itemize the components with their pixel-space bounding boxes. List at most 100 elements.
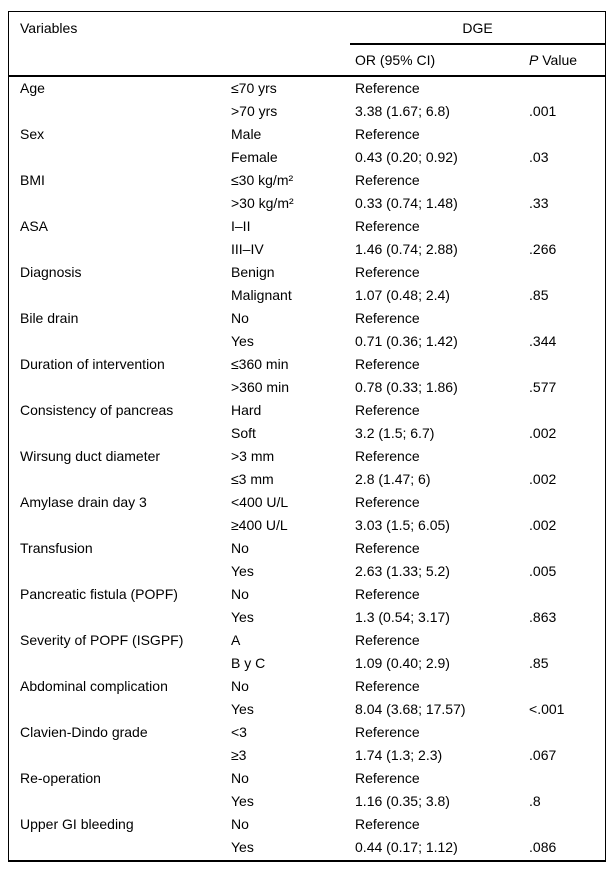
category-cell: Benign <box>231 263 275 280</box>
category-cell: ≥400 U/L <box>231 516 288 533</box>
p-value-cell <box>525 536 605 559</box>
variable-cell: Sex <box>20 125 45 142</box>
p-value-cell: .863 <box>529 608 557 625</box>
table-row: B y C 1.09 (0.40; 2.9) .85 <box>9 651 605 674</box>
category-cell: A <box>231 631 241 648</box>
p-value-cell <box>525 720 605 743</box>
dge-group-header: DGE <box>350 12 606 45</box>
p-value-cell: .002 <box>529 424 557 441</box>
p-value-cell: .577 <box>529 378 557 395</box>
variable-cell: Age <box>20 80 45 96</box>
p-value-cell <box>525 122 605 145</box>
category-cell: <3 <box>231 723 247 740</box>
variable-cell <box>9 605 231 628</box>
table-row: >30 kg/m² 0.33 (0.74; 1.48) .33 <box>9 191 605 214</box>
p-value-cell: .33 <box>529 194 549 211</box>
p-value-cell: .005 <box>529 562 557 579</box>
category-cell: Male <box>231 125 262 142</box>
variable-cell: Clavien-Dindo grade <box>20 723 148 740</box>
or-ci-cell: Reference <box>355 769 420 786</box>
or-ci-cell: Reference <box>355 815 420 832</box>
or-ci-cell: Reference <box>355 309 420 326</box>
or-ci-cell: Reference <box>355 631 420 648</box>
table-row: Female 0.43 (0.20; 0.92) .03 <box>9 145 605 168</box>
variable-cell: Duration of intervention <box>20 355 165 372</box>
or-ci-cell: 1.74 (1.3; 2.3) <box>355 746 443 763</box>
p-value-cell: <.001 <box>529 700 565 717</box>
variable-cell <box>9 651 231 674</box>
p-value-cell <box>525 490 605 513</box>
variable-cell <box>9 191 231 214</box>
category-cell: Yes <box>231 608 254 625</box>
variable-cell: Amylase drain day 3 <box>20 493 147 510</box>
variable-cell: Bile drain <box>20 309 79 326</box>
category-cell: Yes <box>231 700 254 717</box>
or-ci-cell: 1.07 (0.48; 2.4) <box>355 286 450 303</box>
or-ci-cell: Reference <box>355 355 420 372</box>
category-cell: No <box>231 539 249 556</box>
or-ci-cell: Reference <box>355 80 420 96</box>
p-value-cell: .85 <box>529 654 549 671</box>
table-row: BMI ≤30 kg/m² Reference <box>9 168 605 191</box>
p-value-header-italic: P <box>529 52 539 68</box>
category-cell: III–IV <box>231 240 264 257</box>
table-row: Yes 2.63 (1.33; 5.2) .005 <box>9 559 605 582</box>
dge-univariate-table: Variables DGE OR (95% CI) P Value Age ≤7… <box>9 12 606 858</box>
category-cell: ≤360 min <box>231 355 289 372</box>
p-value-cell <box>525 674 605 697</box>
table-row: Transfusion No Reference <box>9 536 605 559</box>
p-value-cell <box>525 214 605 237</box>
variable-cell: Re-operation <box>20 769 101 786</box>
category-cell: No <box>231 677 249 694</box>
header-sub-row: OR (95% CI) P Value <box>9 44 606 77</box>
variable-cell <box>9 237 231 260</box>
table-row: Upper GI bleeding No Reference <box>9 812 605 835</box>
p-value-cell: .266 <box>529 240 557 257</box>
table-row: Soft 3.2 (1.5; 6.7) .002 <box>9 421 605 444</box>
or-ci-cell: 1.46 (0.74; 2.88) <box>355 240 458 257</box>
table-row: Yes 0.44 (0.17; 1.12) .086 <box>9 835 605 858</box>
p-value-header-rest: Value <box>538 52 578 68</box>
table-row: Yes 8.04 (3.68; 17.57) <.001 <box>9 697 605 720</box>
p-value-header: P Value <box>525 44 606 77</box>
table-body: Age ≤70 yrs Reference >70 yrs 3.38 (1.67… <box>9 76 605 858</box>
variable-cell <box>9 99 231 122</box>
p-value-cell: .002 <box>529 516 557 533</box>
variable-cell <box>9 789 231 812</box>
or-ci-cell: 0.78 (0.33; 1.86) <box>355 378 458 395</box>
p-value-cell: .002 <box>529 470 557 487</box>
p-value-cell <box>525 766 605 789</box>
variable-cell <box>9 697 231 720</box>
header-group-row: Variables DGE <box>9 12 606 45</box>
table-row: Yes 1.16 (0.35; 3.8) .8 <box>9 789 605 812</box>
variables-header: Variables <box>20 20 78 36</box>
category-cell: No <box>231 769 249 786</box>
or-ci-cell: Reference <box>355 447 420 464</box>
variable-cell <box>9 329 231 352</box>
table-row: Malignant 1.07 (0.48; 2.4) .85 <box>9 283 605 306</box>
p-value-cell <box>525 306 605 329</box>
variable-cell <box>9 375 231 398</box>
variable-cell: Severity of POPF (ISGPF) <box>20 631 184 648</box>
table-row: Severity of POPF (ISGPF) A Reference <box>9 628 605 651</box>
or-ci-cell: 3.2 (1.5; 6.7) <box>355 424 435 441</box>
table-row: III–IV 1.46 (0.74; 2.88) .266 <box>9 237 605 260</box>
category-cell: >360 min <box>231 378 289 395</box>
p-value-cell <box>525 352 605 375</box>
or-ci-header: OR (95% CI) <box>350 44 526 77</box>
p-value-cell <box>525 76 605 99</box>
category-cell: I–II <box>231 217 251 234</box>
variable-cell: Wirsung duct diameter <box>20 447 161 464</box>
or-ci-cell: Reference <box>355 493 420 510</box>
p-value-cell: .086 <box>529 838 557 855</box>
or-ci-cell: Reference <box>355 539 420 556</box>
p-value-cell: .85 <box>529 286 549 303</box>
p-value-cell <box>525 444 605 467</box>
table-row: Consistency of pancreas Hard Reference <box>9 398 605 421</box>
variable-cell <box>9 145 231 168</box>
or-ci-cell: Reference <box>355 677 420 694</box>
category-cell: <400 U/L <box>231 493 289 510</box>
p-value-cell: .001 <box>529 102 557 119</box>
variable-cell: Consistency of pancreas <box>20 401 174 418</box>
